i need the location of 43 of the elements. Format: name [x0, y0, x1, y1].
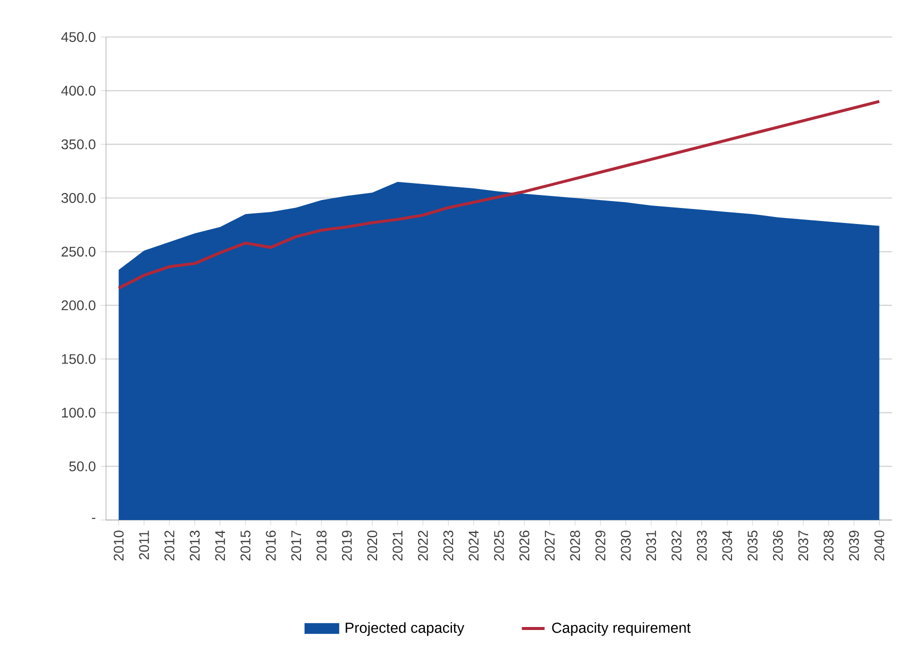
x-tick-label: 2035 — [748, 530, 758, 560]
x-tick-label: 2039 — [849, 530, 859, 560]
x-tick-label: 2020 — [367, 530, 378, 560]
x-tick-label: 2026 — [519, 530, 530, 560]
y-tick-label: 150.0 — [62, 354, 96, 364]
x-tick-label: 2038 — [824, 530, 834, 560]
y-tick-label: 200.0 — [62, 300, 96, 310]
x-tick-label: 2028 — [570, 530, 580, 560]
x-tick-label: 2032 — [672, 530, 682, 560]
x-tick-label: 2011 — [139, 530, 150, 560]
x-tick-label: 2018 — [316, 530, 326, 560]
x-tick-label: 2023 — [443, 530, 454, 560]
y-tick-label: 100.0 — [62, 408, 96, 418]
x-tick-label: 2027 — [544, 530, 555, 560]
x-tick-label: 2034 — [722, 530, 732, 560]
x-tick-label: 2037 — [798, 530, 808, 560]
x-tick-label: 2029 — [595, 530, 606, 560]
y-tick-label: 350.0 — [61, 139, 96, 150]
x-tick-label: 2036 — [772, 530, 783, 560]
x-tick-label: 2025 — [494, 530, 504, 560]
x-tick-label: 2016 — [266, 530, 276, 560]
x-tick-label: 2010 — [114, 530, 124, 560]
x-tick-label: 2030 — [620, 530, 631, 560]
x-tick-label: 2022 — [418, 530, 428, 560]
y-tick-label: 300.0 — [61, 193, 96, 203]
y-tick-label: 250.0 — [62, 246, 96, 257]
legend-label: Projected capacity — [346, 622, 464, 636]
x-tick-label: 2019 — [342, 530, 352, 560]
x-tick-label: 2021 — [392, 530, 403, 560]
x-tick-label: 2024 — [468, 530, 479, 560]
legend-label: Capacity requirement — [552, 622, 691, 636]
x-tick-label: 2017 — [291, 530, 302, 560]
x-tick-label: 2014 — [215, 530, 226, 560]
y-tick-label: - — [92, 518, 96, 519]
y-tick-label: 50.0 — [69, 461, 96, 472]
y-tick-label: 400.0 — [61, 86, 96, 96]
y-tick-label: 450.0 — [61, 32, 96, 42]
x-tick-label: 2013 — [190, 530, 200, 560]
x-tick-label: 2031 — [646, 530, 656, 560]
x-tick-label: 2015 — [240, 530, 250, 560]
x-tick-label: 2012 — [164, 530, 174, 560]
x-tick-label: 2040 — [874, 530, 884, 560]
x-tick-label: 2033 — [696, 530, 707, 560]
